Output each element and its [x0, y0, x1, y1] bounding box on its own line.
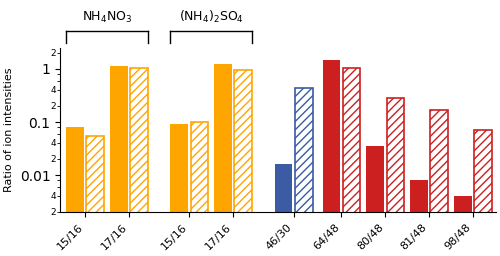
Text: NH$_4$NO$_3$: NH$_4$NO$_3$: [82, 10, 132, 25]
Text: 2: 2: [50, 48, 56, 58]
Bar: [190, 122, 208, 256]
Text: (NH$_4$)$_2$SO$_4$: (NH$_4$)$_2$SO$_4$: [179, 9, 244, 25]
Bar: [410, 180, 428, 256]
Y-axis label: Ratio of ion intensities: Ratio of ion intensities: [4, 68, 14, 192]
Bar: [274, 164, 292, 256]
Bar: [170, 124, 188, 256]
Text: 2: 2: [50, 102, 56, 111]
Bar: [66, 127, 84, 256]
Bar: [386, 98, 404, 256]
Bar: [366, 146, 384, 256]
Bar: [214, 64, 232, 256]
Text: 4: 4: [50, 86, 56, 95]
Text: 4: 4: [50, 192, 56, 201]
Text: 4: 4: [50, 139, 56, 148]
Bar: [234, 70, 252, 256]
Bar: [130, 68, 148, 256]
Bar: [86, 136, 104, 256]
Bar: [342, 68, 360, 256]
Bar: [474, 130, 492, 256]
Bar: [322, 60, 340, 256]
Bar: [110, 66, 128, 256]
Bar: [430, 110, 448, 256]
Text: 2: 2: [50, 208, 56, 217]
Bar: [295, 88, 312, 256]
Bar: [454, 196, 471, 256]
Text: 2: 2: [50, 155, 56, 164]
